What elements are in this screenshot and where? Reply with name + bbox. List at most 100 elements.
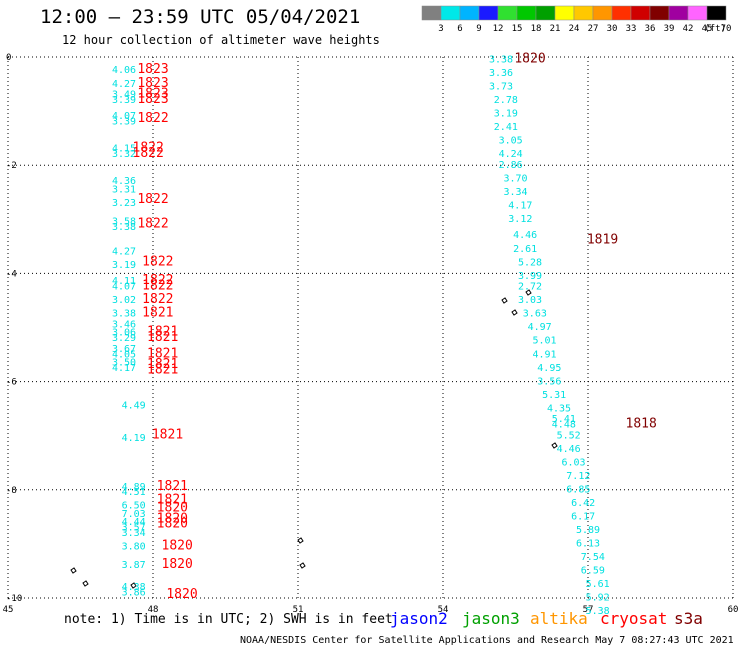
time-label: 1822: [142, 273, 173, 288]
wave-height-point: 2.78: [494, 95, 518, 106]
wave-height-point: 4.36: [112, 176, 136, 187]
wave-height-point: 4.07: [112, 111, 136, 122]
wave-height-point: 4.44: [122, 517, 146, 528]
wave-height-point: 4.46: [513, 230, 537, 241]
coastline-shape: [130, 582, 137, 589]
time-label: 1822: [137, 111, 168, 126]
wave-height-point: 3.99: [518, 271, 542, 282]
time-label: 1822: [133, 146, 164, 161]
time-label: 1820: [162, 557, 193, 572]
wave-height-point: 5.89: [576, 525, 600, 536]
coastline-shape: [70, 567, 77, 574]
time-label: 1823: [137, 87, 168, 102]
note-text: note: 1) Time is in UTC; 2) SWH is in fe…: [64, 612, 393, 627]
time-label: 1820: [514, 51, 545, 66]
wave-height-point: 2.61: [513, 244, 537, 255]
wave-height-point: 6.85: [566, 485, 590, 496]
legend-jason2: jason2: [390, 609, 448, 628]
y-tick-label: -6: [6, 378, 17, 388]
time-label: 1822: [142, 292, 173, 307]
wave-height-point: 4.27: [112, 79, 136, 90]
wave-height-point: 4.07: [112, 282, 136, 293]
wave-height-point: 3.67: [112, 344, 136, 355]
time-label: 1822: [137, 192, 168, 207]
time-label: 1822: [142, 254, 173, 269]
wave-height-point: 6.42: [571, 498, 595, 509]
time-label: 1820: [157, 500, 188, 515]
time-label: 1819: [587, 233, 618, 248]
wave-height-point: 6.50: [122, 501, 146, 512]
wave-height-point: 6.03: [561, 457, 585, 468]
time-label: 1820: [162, 538, 193, 553]
wave-height-point: 3.38: [112, 222, 136, 233]
wave-height-point: 4.97: [528, 322, 552, 333]
legend-cryosat: cryosat: [600, 609, 668, 628]
wave-height-point: 3.56: [537, 376, 561, 387]
wave-height-point: 3.70: [503, 173, 527, 184]
colorbar-label: 15: [512, 24, 523, 34]
time-label: 1821: [152, 427, 183, 442]
colorbar-label: 70: [721, 24, 732, 34]
coastline-shape: [551, 442, 558, 449]
wave-height-point: 3.38: [489, 54, 513, 65]
credit-text: NOAA/NESDIS Center for Satellite Applica…: [240, 635, 734, 646]
wave-height-point: 4.51: [122, 487, 146, 498]
wave-height-point: 3.86: [122, 587, 146, 598]
colorbar-label: 6: [457, 24, 462, 34]
legend-s3a: s3a: [674, 609, 703, 628]
wave-height-point: 3.36: [489, 68, 513, 79]
coastline-shape: [511, 309, 518, 316]
time-label: 1823: [137, 62, 168, 77]
coastline-shape: [501, 297, 508, 304]
time-label: 1820: [157, 517, 188, 532]
wave-height-point: 5.92: [586, 593, 610, 604]
colorbar-label: 12: [493, 24, 504, 34]
wave-height-point: 3.12: [508, 214, 532, 225]
time-label: 1821: [147, 330, 178, 345]
legend-altika: altika: [530, 609, 588, 628]
wave-height-point: 3.23: [112, 198, 136, 209]
colorbar-label: 9: [476, 24, 481, 34]
wave-height-point: 4.15: [112, 144, 136, 155]
wave-height-point: 4.91: [532, 349, 556, 360]
wave-height-point: 7.12: [566, 471, 590, 482]
wave-height-point: 4.46: [557, 444, 581, 455]
wave-height-point: 4.35: [547, 403, 571, 414]
wave-height-point: 3.39: [112, 117, 136, 128]
wave-height-point: 2.41: [494, 122, 518, 133]
colorbar-label: 24: [569, 24, 580, 34]
colorbar-label: 36: [645, 24, 656, 34]
time-label: 1821: [142, 306, 173, 321]
wave-height-point: 6.17: [571, 512, 595, 523]
y-tick-label: -4: [6, 269, 17, 279]
time-label: 1821: [147, 362, 178, 377]
time-label: 1820: [157, 511, 188, 526]
wave-height-point: 4.95: [537, 363, 561, 374]
wave-height-point: 3.87: [122, 560, 146, 571]
wave-height-point: 3.57: [122, 522, 146, 533]
wave-height-point: 3.58: [112, 217, 136, 228]
time-label: 1823: [137, 76, 168, 91]
y-tick-label: -2: [6, 161, 17, 171]
wave-height-point: 3.49: [112, 90, 136, 101]
time-label: 1821: [157, 479, 188, 494]
wave-height-point: 3.19: [494, 109, 518, 120]
colorbar-label: 45: [702, 24, 713, 34]
wave-height-point: 3.80: [122, 541, 146, 552]
wave-height-point: 3.46: [112, 320, 136, 331]
colorbar-swatch: [706, 5, 727, 21]
time-label: 1820: [166, 587, 197, 602]
colorbar-label: 42: [683, 24, 694, 34]
chart-subtitle: 12 hour collection of altimeter wave hei…: [62, 33, 380, 47]
wave-height-point: 3.02: [112, 295, 136, 306]
y-tick-label: 0: [6, 53, 11, 63]
wave-height-point: 3.32: [112, 149, 136, 160]
wave-height-point: 5.38: [586, 606, 610, 617]
wave-height-point: 3.19: [112, 260, 136, 271]
wave-height-point: 5.61: [586, 579, 610, 590]
wave-height-point: 4.05: [112, 349, 136, 360]
y-tick-label: -8: [6, 486, 17, 496]
wave-height-point: 4.19: [122, 433, 146, 444]
x-tick-label: 51: [293, 605, 304, 615]
